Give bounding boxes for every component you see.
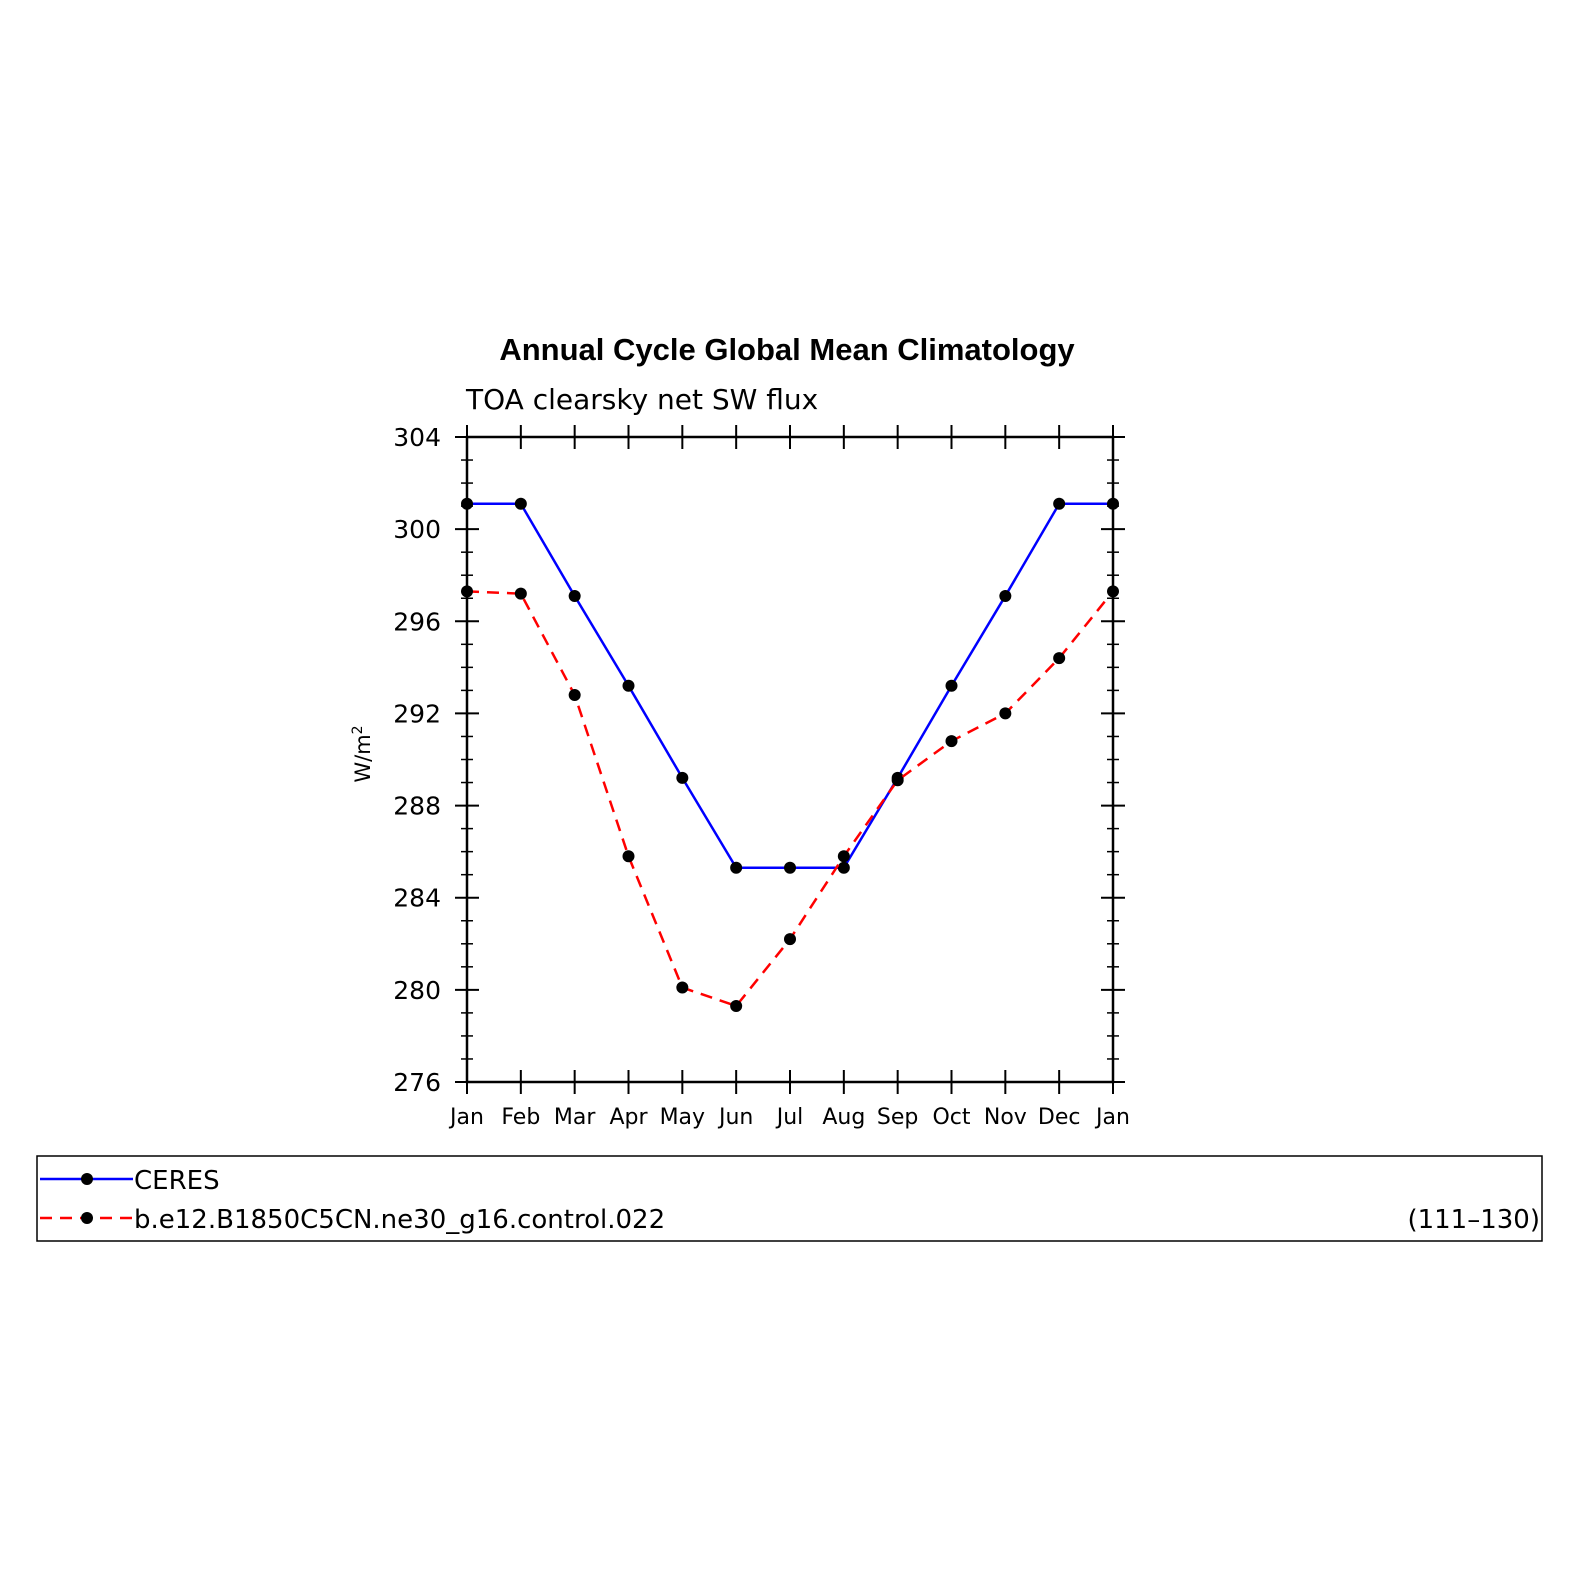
x-tick-label: Nov xyxy=(984,1105,1027,1130)
legend-label-ceres: CERES xyxy=(134,1166,220,1196)
x-tick-label: Jan xyxy=(448,1105,484,1130)
svg-text:W/m2: W/m2 xyxy=(350,725,375,782)
data-point xyxy=(676,981,689,994)
y-tick-label: 288 xyxy=(393,792,441,821)
data-point xyxy=(837,861,850,874)
x-tick-label: Mar xyxy=(554,1105,596,1130)
legend-label-model: b.e12.B1850C5CN.ne30_g16.control.022 xyxy=(134,1205,665,1235)
x-tick-label: Jun xyxy=(717,1105,753,1130)
data-point xyxy=(784,861,796,874)
x-tick-label: Feb xyxy=(501,1105,540,1130)
data-point xyxy=(514,497,527,510)
data-point xyxy=(999,707,1012,720)
x-tick-label: Aug xyxy=(822,1105,865,1130)
x-tick-label: Dec xyxy=(1038,1105,1081,1130)
data-point xyxy=(730,861,743,874)
data-point xyxy=(784,933,796,946)
legend-period-note: (111–130) xyxy=(1407,1205,1540,1235)
data-point xyxy=(837,850,850,863)
data-point xyxy=(891,774,904,787)
data-point xyxy=(461,585,473,598)
y-axis-label-text: W/m xyxy=(351,734,375,782)
data-point xyxy=(514,587,527,600)
chart-subtitle: TOA clearsky net SW flux xyxy=(465,383,818,416)
data-point xyxy=(999,589,1012,602)
y-tick-label: 304 xyxy=(393,423,441,452)
y-tick-label: 284 xyxy=(393,884,441,913)
x-tick-label: Oct xyxy=(932,1105,970,1130)
data-point xyxy=(568,689,581,701)
data-point xyxy=(945,679,958,692)
legend: CERES b.e12.B1850C5CN.ne30_g16.control.0… xyxy=(36,1155,1543,1242)
data-point xyxy=(622,850,635,863)
data-point xyxy=(461,497,473,510)
x-tick-label: Sep xyxy=(877,1105,918,1130)
y-tick-label: 292 xyxy=(393,699,441,728)
axis-ticks xyxy=(455,425,1125,1094)
y-tick-label: 276 xyxy=(393,1068,441,1097)
x-tick-label: Jul xyxy=(775,1105,804,1130)
data-point xyxy=(676,771,689,784)
y-tick-label: 280 xyxy=(393,976,441,1005)
y-axis-label-superscript: 2 xyxy=(350,725,366,734)
legend-marker-model xyxy=(81,1212,93,1224)
x-tick-label: Apr xyxy=(609,1105,648,1130)
y-tick-label: 300 xyxy=(393,515,441,544)
chart-title: Annual Cycle Global Mean Climatology xyxy=(499,332,1075,367)
data-point xyxy=(1053,497,1066,510)
data-point xyxy=(945,735,958,748)
y-axis-label: W/m2 xyxy=(350,725,375,782)
tick-labels: 304 300 296 292 288 284 280 276 Jan Feb Mar Apr May J… xyxy=(393,423,1130,1130)
legend-box xyxy=(36,1155,1543,1242)
data-point xyxy=(1107,497,1119,510)
data-point xyxy=(568,589,581,602)
y-tick-label: 296 xyxy=(393,607,441,636)
series-layer xyxy=(461,497,1119,1012)
data-point xyxy=(622,679,635,692)
x-tick-label: Jan xyxy=(1094,1105,1130,1130)
x-tick-label: May xyxy=(660,1105,705,1130)
series-model xyxy=(461,585,1119,1012)
legend-marker-ceres xyxy=(81,1173,93,1185)
plot-area xyxy=(465,435,1115,1084)
data-point xyxy=(1107,585,1119,598)
data-point xyxy=(730,999,743,1012)
plot-frame xyxy=(465,435,1115,1084)
data-point xyxy=(1053,652,1066,665)
series-ceres xyxy=(461,497,1119,874)
series-line xyxy=(467,502,1113,870)
